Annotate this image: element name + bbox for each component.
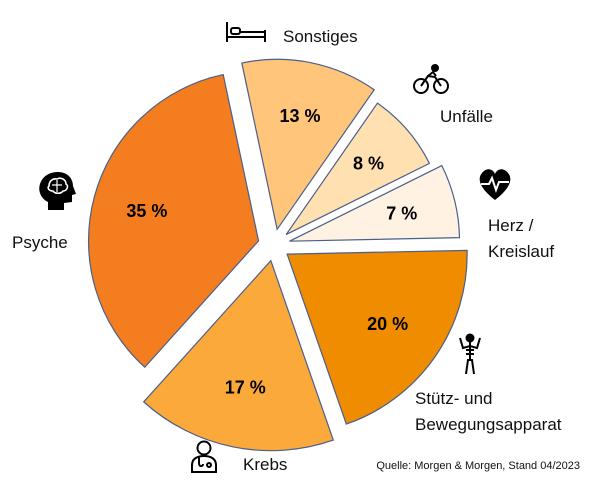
percent-label: 35 % bbox=[126, 201, 167, 221]
percent-labels: 13 % 8 % 7 % 20 % 17 % 35 % bbox=[126, 106, 417, 397]
brain-head-icon bbox=[39, 172, 76, 210]
doctor-icon bbox=[191, 440, 217, 473]
category-label: Krebs bbox=[243, 455, 287, 474]
pie-slice-krebs bbox=[142, 259, 335, 452]
category-label: Stütz- und bbox=[415, 389, 493, 408]
percent-label: 13 % bbox=[279, 106, 320, 126]
pie-slice-herz-kreislauf bbox=[289, 164, 461, 242]
pie-slices bbox=[87, 58, 468, 452]
category-label: Herz / bbox=[488, 216, 534, 235]
skeleton-icon bbox=[459, 333, 481, 375]
category-label: Psyche bbox=[12, 233, 68, 252]
percent-label: 7 % bbox=[386, 204, 417, 224]
category-label: Kreislauf bbox=[488, 242, 554, 261]
category-label: Unfälle bbox=[440, 107, 493, 126]
pie-slice-psyche bbox=[87, 73, 260, 369]
percent-label: 8 % bbox=[353, 153, 384, 173]
pie-slice-stütz-und-bewegungsapparat bbox=[286, 249, 468, 425]
bed-icon bbox=[226, 22, 266, 42]
category-label: Sonstiges bbox=[283, 27, 358, 46]
pie-slice-unfälle bbox=[285, 102, 431, 236]
cyclist-icon bbox=[413, 64, 449, 94]
category-labels: Sonstiges Unfälle Herz / Kreislauf Stütz- un… bbox=[12, 27, 562, 474]
pie-slice-sonstiges bbox=[241, 58, 376, 231]
percent-label: 17 % bbox=[225, 377, 266, 397]
percent-label: 20 % bbox=[367, 314, 408, 334]
category-label: Bewegungsapparat bbox=[415, 415, 562, 434]
heartbeat-icon bbox=[479, 169, 511, 200]
source-note: Quelle: Morgen & Morgen, Stand 04/2023 bbox=[376, 460, 580, 472]
